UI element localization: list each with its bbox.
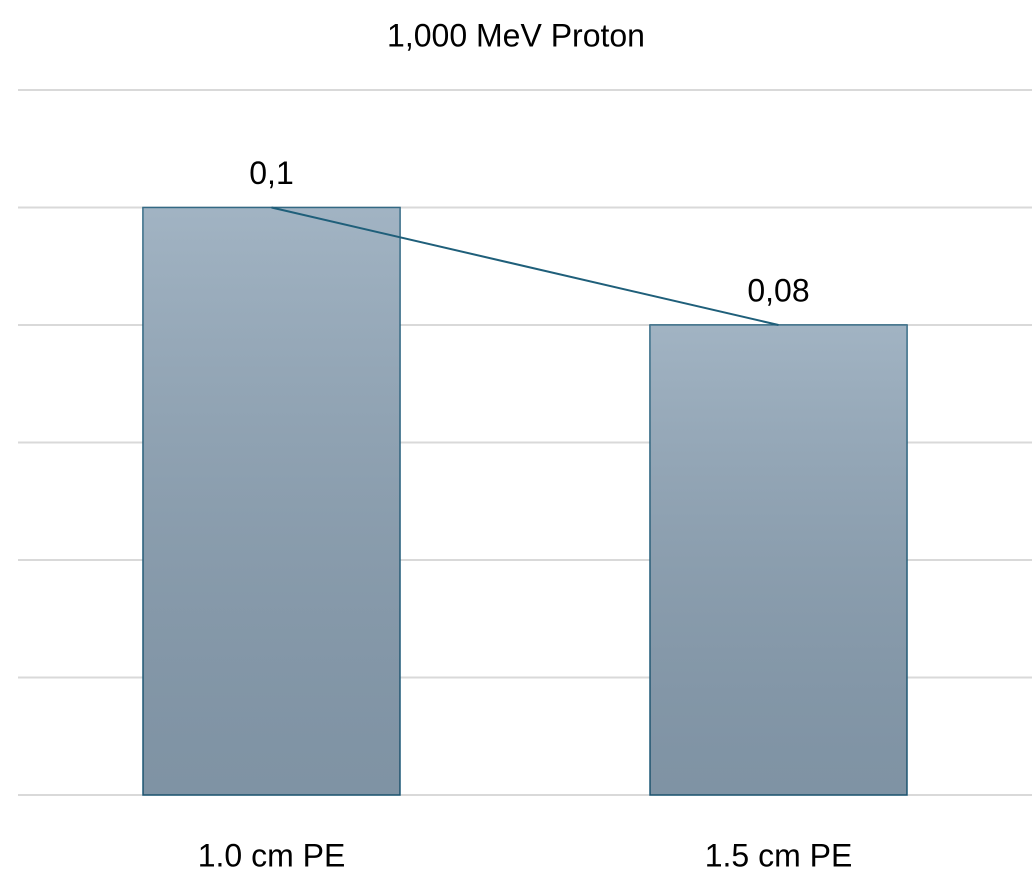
bar [649,324,908,796]
data-label: 0,1 [249,155,293,191]
x-tick-label: 1.5 cm PE [705,837,853,873]
x-tick-label: 1.0 cm PE [198,837,346,873]
connector-line [271,206,779,326]
data-label: 0,08 [747,272,809,308]
bar [142,206,401,796]
chart-title: 1,000 MeV Proton [387,17,645,53]
